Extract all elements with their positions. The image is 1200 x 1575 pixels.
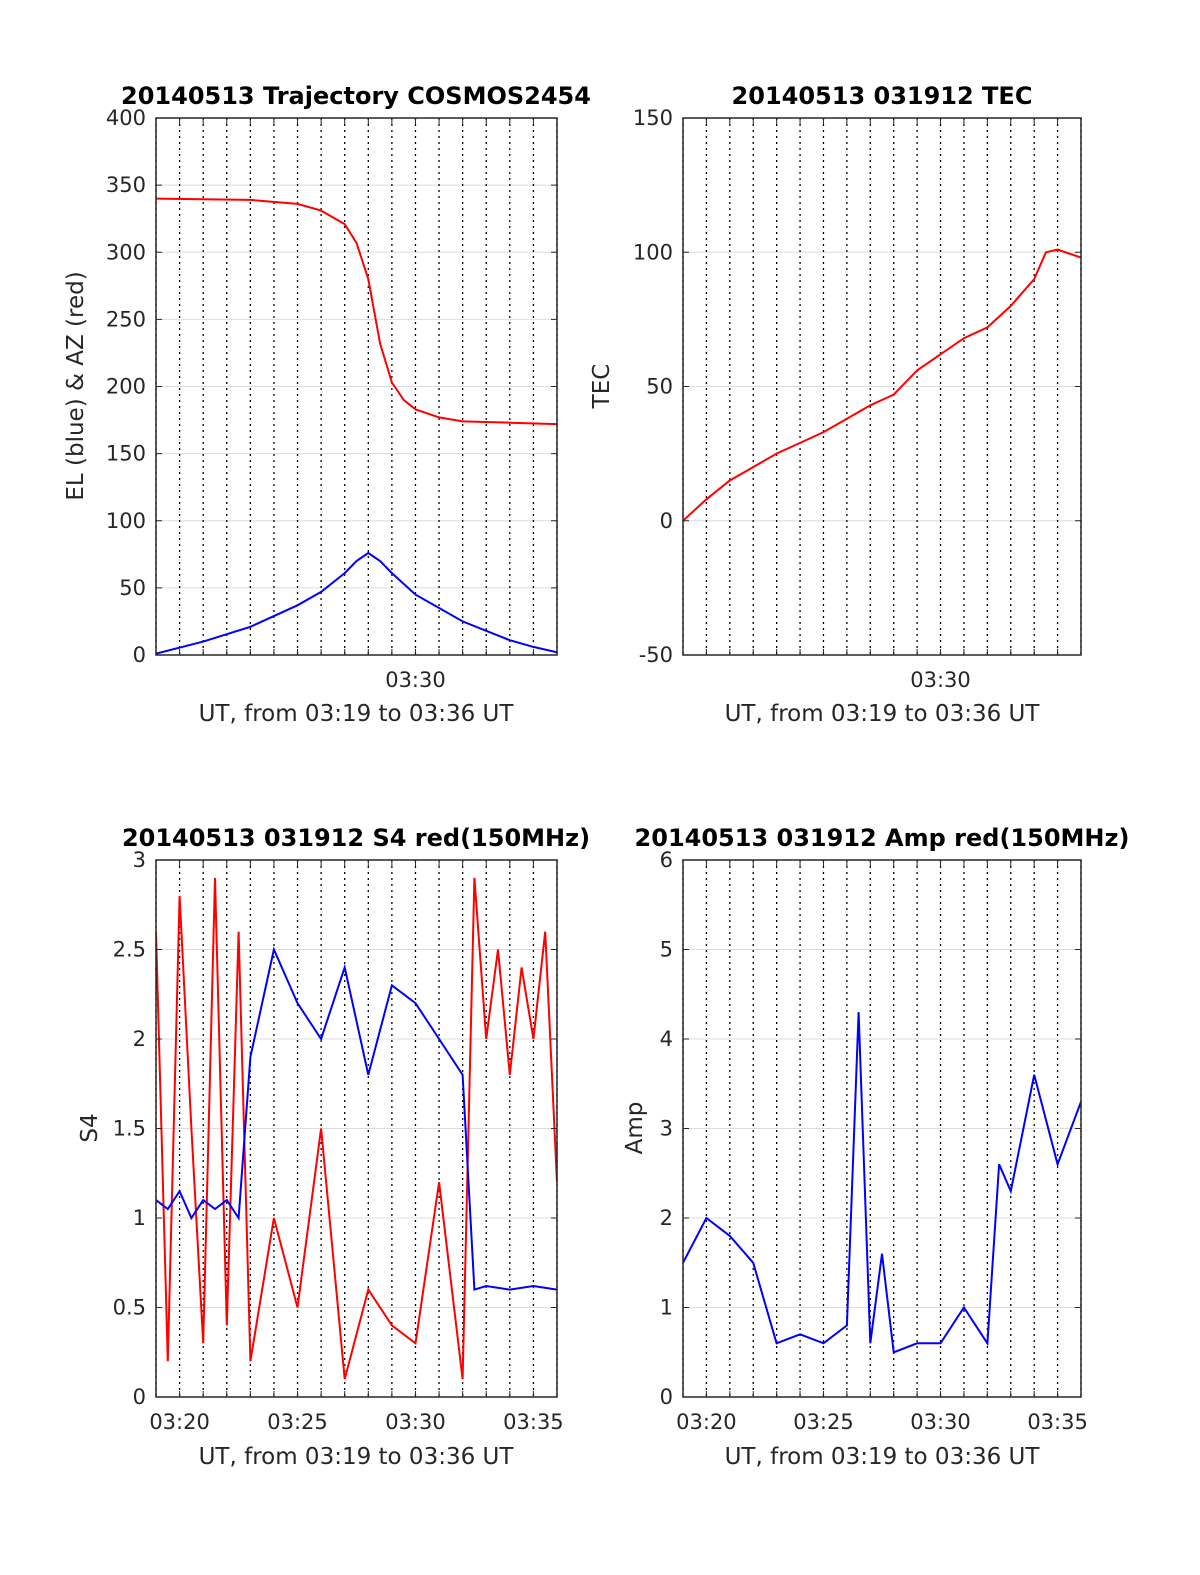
x-tick-label: 03:35 [1027,1410,1088,1434]
y-tick-label: 150 [633,106,673,130]
y-tick-label: 4 [660,1027,673,1051]
y-tick-label: 0.5 [113,1296,146,1320]
y-tick-label: -50 [639,643,673,667]
plot-tec: 20140513 031912 TEC TEC UT, from 03:19 t… [589,82,1082,727]
y-tick-label: 100 [106,509,146,533]
y-tick-label: 1 [660,1296,673,1320]
y-axis-label: TEC [589,364,615,410]
y-tick-label: 0 [133,643,146,667]
y-tick-label: 150 [106,442,146,466]
y-tick-label: 400 [106,106,146,130]
x-axis-label: UT, from 03:19 to 03:36 UT [199,701,515,727]
x-tick-label: 03:35 [503,1410,564,1434]
plot-amp: 20140513 031912 Amp red(150MHz) Amp UT, … [622,824,1129,1470]
plot-title: 20140513 031912 S4 red(150MHz) [122,824,590,852]
y-tick-label: 1 [133,1206,146,1230]
x-tick-label: 03:30 [385,668,446,692]
x-tick-label: 03:30 [910,668,971,692]
series-line-0 [156,197,557,426]
y-tick-label: 2 [660,1206,673,1230]
y-tick-label: 5 [660,938,673,962]
plot-title: 20140513 031912 Amp red(150MHz) [635,824,1130,852]
series-line-0 [683,248,1081,522]
x-tick-label: 03:30 [385,1410,446,1434]
x-tick-label: 03:20 [676,1410,737,1434]
y-tick-label: 50 [119,576,146,600]
x-axis-label: UT, from 03:19 to 03:36 UT [725,1444,1041,1470]
series-line-0 [156,877,557,1380]
plot-title: 20140513 031912 TEC [732,82,1033,110]
y-tick-label: 3 [660,1117,673,1141]
y-axis-label: S4 [77,1113,103,1142]
y-tick-label: 1.5 [113,1117,146,1141]
y-tick-label: 300 [106,240,146,264]
y-tick-label: 3 [133,848,146,872]
y-tick-label: 2 [133,1027,146,1051]
x-axis-label: UT, from 03:19 to 03:36 UT [199,1444,515,1470]
plot-title: 20140513 Trajectory COSMOS2454 [121,82,591,110]
x-tick-label: 03:25 [793,1410,854,1434]
plot-s4: 20140513 031912 S4 red(150MHz) S4 UT, fr… [77,824,590,1470]
y-tick-label: 0 [133,1385,146,1409]
y-tick-label: 0 [660,509,673,533]
y-axis-label: Amp [622,1102,648,1155]
y-tick-label: 250 [106,307,146,331]
plot-trajectory: 20140513 Trajectory COSMOS2454 EL (blue)… [63,82,591,727]
y-tick-label: 2.5 [113,938,146,962]
y-tick-label: 100 [633,240,673,264]
y-tick-label: 0 [660,1385,673,1409]
x-tick-label: 03:30 [910,1410,971,1434]
y-tick-label: 6 [660,848,673,872]
y-tick-label: 350 [106,173,146,197]
y-axis-label: EL (blue) & AZ (red) [63,271,89,500]
y-tick-label: 200 [106,375,146,399]
series-line-0 [683,1012,1081,1354]
series-line-1 [156,551,557,655]
x-axis-label: UT, from 03:19 to 03:36 UT [725,701,1041,727]
series-line-1 [156,946,557,1291]
x-tick-label: 03:20 [149,1410,210,1434]
y-tick-label: 50 [646,375,673,399]
x-tick-label: 03:25 [267,1410,328,1434]
